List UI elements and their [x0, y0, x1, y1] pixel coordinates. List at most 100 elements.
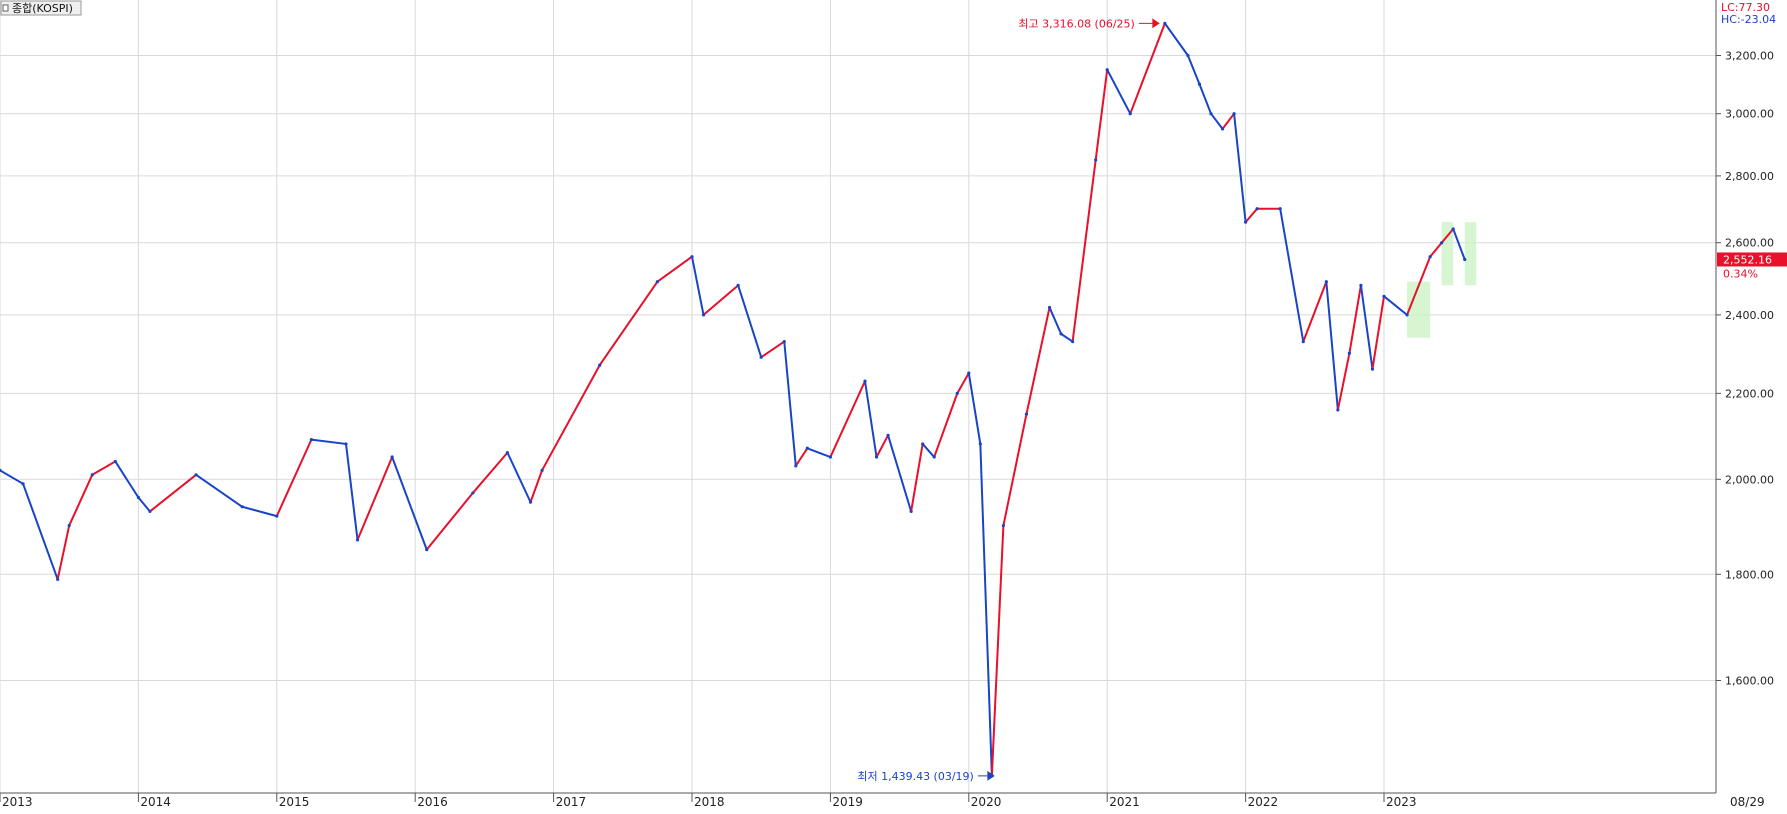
x-tick-label: 2014 [140, 795, 171, 809]
data-point [1209, 112, 1213, 116]
series-segment [1210, 112, 1224, 130]
series-segment [921, 442, 936, 459]
data-point [1244, 220, 1248, 224]
series-segment [1048, 306, 1063, 335]
x-tick-label: 08/29 [1730, 795, 1765, 809]
highlight-zone [1441, 222, 1454, 286]
series-segment [1429, 241, 1443, 258]
x-tick-label: 2017 [556, 795, 587, 809]
data-point [967, 371, 971, 375]
series-segment [1359, 284, 1374, 371]
series-segment [1060, 332, 1074, 343]
x-tick-label: 2018 [694, 795, 725, 809]
series-segment [1002, 413, 1028, 527]
data-point [955, 391, 959, 395]
series-segment [391, 456, 428, 551]
x-tick-label: 2023 [1386, 795, 1417, 809]
data-point [1359, 283, 1363, 287]
series-segment [1129, 22, 1166, 115]
series-segment [1336, 352, 1351, 411]
series-segment [1452, 227, 1466, 261]
y-tick-label: 2,800.00 [1725, 170, 1774, 183]
data-point [344, 442, 348, 446]
series-segment [68, 473, 94, 527]
data-point [1301, 339, 1305, 344]
checkbox-icon[interactable] [2, 4, 9, 12]
data-point [909, 509, 913, 514]
last-price-tag: 2,552.16 0.34% [1717, 252, 1787, 280]
data-point [113, 459, 117, 464]
series-segment [471, 451, 509, 494]
series-segment [702, 284, 740, 316]
data-point [1440, 241, 1444, 245]
x-tick-label: 2016 [417, 795, 448, 809]
series-segment [345, 442, 359, 541]
data-point [1001, 523, 1006, 528]
data-point [1324, 280, 1328, 284]
data-point [540, 468, 544, 472]
data-point [90, 473, 94, 477]
series-segment [114, 460, 140, 499]
series-segment [887, 434, 913, 513]
legend-series-name: 종합(KOSPI) [12, 2, 73, 15]
series-segment [1221, 112, 1236, 130]
lc-value: LC:77.30 [1721, 1, 1770, 14]
series-segment [1106, 68, 1132, 115]
y-tick-label: 2,200.00 [1725, 387, 1774, 400]
data-point [1255, 207, 1259, 211]
series-segment [656, 255, 693, 283]
data-point [1347, 351, 1351, 355]
series-segment [506, 451, 532, 504]
series-segment [1163, 22, 1189, 57]
series-segment [529, 469, 544, 504]
low-label: 최저 1,439.43 (03/19) [857, 770, 974, 783]
series-segment [0, 469, 25, 485]
data-point [782, 339, 786, 344]
data-point [978, 442, 982, 446]
series-segment [1244, 207, 1259, 224]
data-point [1059, 332, 1063, 336]
series-segment [806, 447, 832, 459]
series-segment [864, 380, 878, 459]
x-tick-label: 2022 [1248, 795, 1279, 809]
data-point [56, 577, 60, 581]
highlight-zone [1464, 222, 1477, 286]
series-segment [1025, 306, 1051, 416]
data-point [148, 509, 152, 514]
data-point [275, 514, 279, 518]
series-segment [990, 524, 1005, 777]
x-tick-label: 2019 [832, 795, 863, 809]
series-segment [1233, 112, 1247, 224]
series-segment [691, 255, 705, 316]
series-segment [356, 456, 394, 541]
data-point [598, 363, 602, 367]
legend[interactable]: 종합(KOSPI) [0, 0, 82, 16]
high-label: 최고 3,316.08 (06/25) [1018, 17, 1135, 30]
data-point [805, 446, 809, 450]
series-segment [737, 284, 763, 359]
series-segment [425, 491, 474, 551]
series-segment [1348, 284, 1362, 355]
series-segment [933, 392, 959, 459]
data-point [1232, 112, 1236, 116]
data-point [1220, 127, 1225, 131]
data-point [1128, 112, 1132, 116]
series-segment [598, 280, 659, 367]
highlight-zone [1407, 281, 1431, 338]
series-segment [1406, 255, 1432, 316]
series-segment [1071, 158, 1097, 343]
low-arrow-icon [977, 770, 995, 781]
series-segment [91, 460, 117, 476]
data-point [690, 255, 694, 259]
x-tick-label: 2013 [2, 795, 33, 809]
last-price: 2,552.16 [1723, 253, 1772, 266]
data-point [701, 313, 706, 317]
series-segment [137, 496, 151, 513]
y-tick-label: 1,800.00 [1725, 568, 1774, 581]
series-segment [1186, 54, 1201, 86]
series-segment [910, 442, 924, 513]
data-point [932, 455, 936, 459]
data-point [1463, 257, 1467, 262]
data-point [1197, 82, 1202, 86]
